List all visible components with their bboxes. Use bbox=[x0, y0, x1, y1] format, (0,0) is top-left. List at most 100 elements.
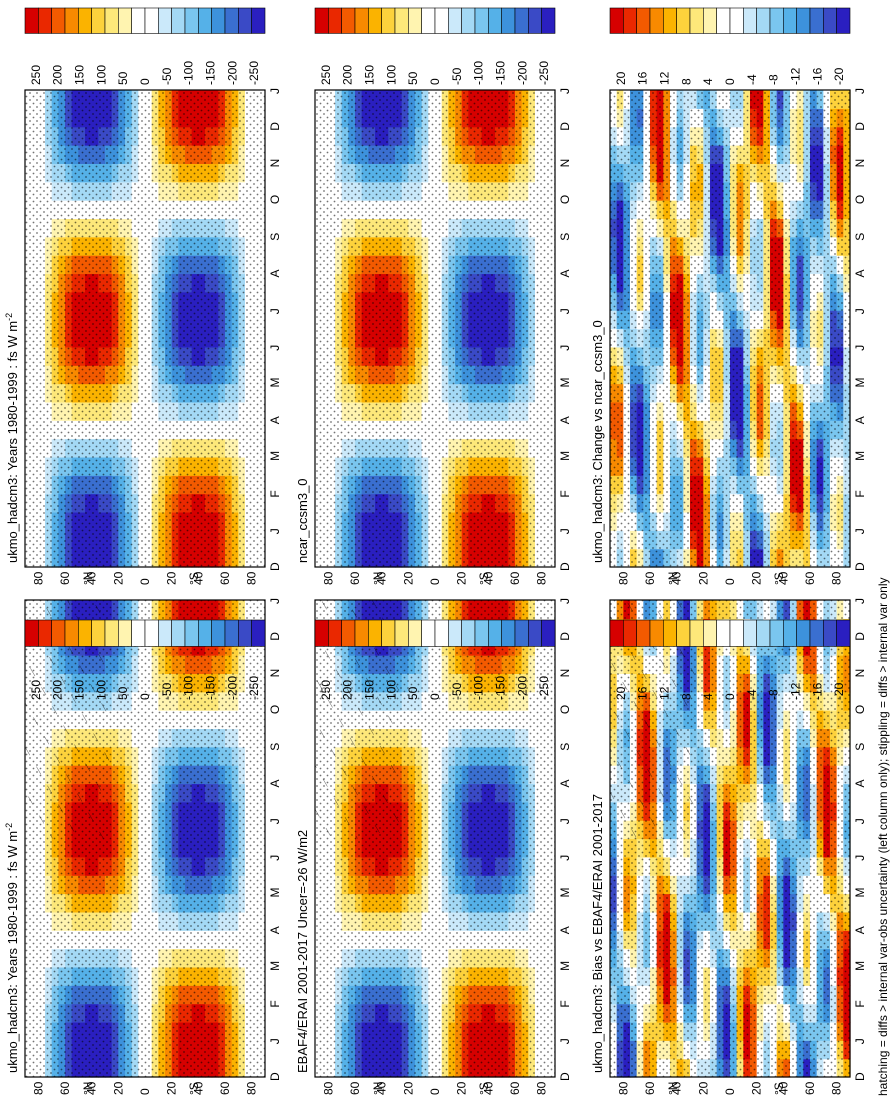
colorbar-label: 50 bbox=[406, 686, 420, 700]
lat-tick-label: 60 bbox=[803, 1081, 817, 1095]
month-tick-label: M bbox=[268, 378, 282, 388]
lat-tick-label: 20 bbox=[401, 1081, 415, 1095]
lat-tick-label: 60 bbox=[348, 571, 362, 585]
colorbar-swatch bbox=[381, 7, 396, 34]
colorbar-label: -200 bbox=[225, 676, 239, 700]
month-tick-label: M bbox=[558, 451, 572, 461]
month-tick-label: M bbox=[268, 451, 282, 461]
month-tick-label: A bbox=[268, 416, 282, 424]
lat-tick-label: 80 bbox=[321, 571, 335, 585]
lat-tick-label: 60 bbox=[218, 1081, 232, 1095]
month-tick-label: J bbox=[268, 528, 282, 534]
lat-tick-label: 20 bbox=[111, 1081, 125, 1095]
colorbar-swatch bbox=[703, 619, 717, 647]
colorbar-label: -150 bbox=[494, 61, 508, 85]
panel-frame bbox=[24, 599, 266, 1078]
colorbar-label: 16 bbox=[636, 686, 650, 700]
month-tick-label: N bbox=[558, 669, 572, 678]
month-tick-label: J bbox=[558, 308, 572, 314]
colorbar-swatch bbox=[184, 7, 199, 34]
panel-title: ukmo_hadcm3: Years 1980-1999 : fs W m-2 bbox=[4, 313, 20, 563]
month-tick-label: J bbox=[558, 855, 572, 861]
month-tick-label: O bbox=[268, 705, 282, 714]
colorbar-swatch bbox=[474, 7, 489, 34]
month-tick-label: J bbox=[558, 88, 572, 94]
colorbar-label: 50 bbox=[116, 686, 130, 700]
month-tick-label: J bbox=[558, 818, 572, 824]
month-tick-label: J bbox=[853, 1038, 867, 1044]
colorbar-label: -150 bbox=[494, 676, 508, 700]
colorbar-swatch bbox=[104, 7, 119, 34]
colorbar-label: 50 bbox=[406, 71, 420, 85]
lat-axis-south-label: °S bbox=[187, 572, 201, 585]
lat-tick-label: 0 bbox=[428, 1088, 442, 1095]
colorbar-label: 150 bbox=[363, 65, 377, 85]
month-tick-label: D bbox=[853, 1072, 867, 1081]
colorbar-label: 200 bbox=[51, 680, 65, 700]
panel-p10: 80 60 40 20 0 20 40 60 80°N °SDJFMAMJJASONDJEBAF4… bbox=[295, 598, 572, 1095]
colorbar-label: -250 bbox=[537, 61, 551, 85]
colorbar-swatch bbox=[649, 619, 664, 647]
lat-tick-label: 60 bbox=[643, 1081, 657, 1095]
colorbar-label: 100 bbox=[94, 680, 108, 700]
colorbar-swatch bbox=[394, 7, 409, 34]
colorbar-label: 0 bbox=[428, 78, 442, 85]
lat-axis-south-label: °S bbox=[772, 1082, 786, 1095]
colorbar-label: -16 bbox=[810, 682, 824, 700]
colorbar-label: -20 bbox=[832, 682, 846, 700]
colorbar-label: 250 bbox=[319, 65, 333, 85]
colorbar-swatch bbox=[823, 619, 837, 647]
month-tick-label: D bbox=[558, 632, 572, 641]
month-tick-label: S bbox=[558, 233, 572, 241]
lat-tick-label: 20 bbox=[165, 571, 179, 585]
lat-tick-label: 60 bbox=[58, 1081, 72, 1095]
colorbar-swatch bbox=[514, 7, 529, 34]
colorbar-swatch bbox=[501, 619, 516, 647]
month-tick-label: M bbox=[558, 961, 572, 971]
month-tick-label: J bbox=[268, 1038, 282, 1044]
colorbar-swatch bbox=[224, 7, 239, 34]
colorbar-swatch bbox=[488, 619, 502, 647]
colorbar-swatch bbox=[408, 619, 422, 647]
panel-frame bbox=[314, 599, 556, 1078]
lat-tick-label: 20 bbox=[750, 1081, 764, 1095]
month-tick-label: O bbox=[558, 705, 572, 714]
colorbar-swatch bbox=[434, 7, 449, 34]
colorbar-swatch bbox=[328, 7, 342, 34]
lat-tick-label: 80 bbox=[245, 571, 259, 585]
colorbar-swatch bbox=[474, 619, 489, 647]
month-tick-label: N bbox=[268, 669, 282, 678]
colorbar-swatch bbox=[171, 7, 186, 34]
colorbar-swatch bbox=[514, 619, 529, 647]
colorbar-label: 150 bbox=[73, 65, 87, 85]
colorbar-swatch bbox=[38, 7, 52, 34]
month-tick-label: M bbox=[558, 378, 572, 388]
month-tick-label: S bbox=[268, 233, 282, 241]
month-tick-label: A bbox=[558, 416, 572, 424]
colorbar-swatch bbox=[211, 7, 226, 34]
colorbar-swatch bbox=[78, 619, 92, 647]
colorbar-label: -100 bbox=[182, 676, 196, 700]
lat-axis-north-label: °N bbox=[81, 572, 95, 585]
colorbar-swatch bbox=[354, 619, 369, 647]
panel-frame bbox=[24, 89, 266, 568]
lat-tick-label: 60 bbox=[508, 571, 522, 585]
colorbar-swatch bbox=[251, 619, 266, 647]
colorbar-swatch bbox=[118, 7, 132, 34]
panel-p11: 80 60 40 20 0 20 40 60 80°N °SDJFMAMJJASONDJncar_… bbox=[295, 7, 572, 585]
colorbar-label: 0 bbox=[138, 693, 152, 700]
month-tick-label: N bbox=[268, 159, 282, 168]
colorbar-p11: 250 200 150 100 50 0 -50 -100 -150 -200 -250 bbox=[314, 7, 556, 85]
lat-tick-label: 80 bbox=[31, 571, 45, 585]
month-tick-label: F bbox=[558, 1000, 572, 1007]
panel-p21: 80 60 40 20 0 20 40 60 80°N °SDJFMAMJJASONDJukmo_… bbox=[590, 7, 867, 585]
colorbar-swatch bbox=[131, 619, 146, 647]
colorbar-swatch bbox=[224, 619, 239, 647]
colorbar-swatch bbox=[488, 7, 502, 34]
month-tick-label: M bbox=[558, 888, 572, 898]
month-tick-label: D bbox=[268, 1072, 282, 1081]
colorbar-swatch bbox=[78, 7, 92, 34]
lat-tick-label: 80 bbox=[31, 1081, 45, 1095]
colorbar-swatch bbox=[394, 619, 409, 647]
